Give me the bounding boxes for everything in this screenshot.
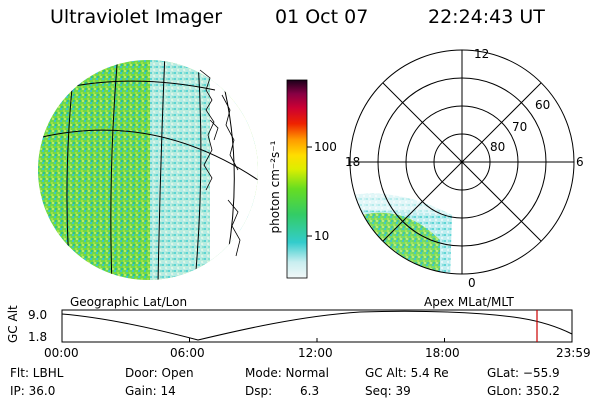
colorbar-tick-10: 10 — [314, 229, 330, 243]
altitude-axis-label: GC Alt — [6, 305, 20, 343]
observation-date: 01 Oct 07 — [275, 6, 369, 28]
lat-label-60: 60 — [535, 98, 551, 112]
mlt-label-6: 6 — [576, 155, 584, 169]
time-tick-0000: 00:00 — [44, 346, 79, 360]
mlt-label-18: 18 — [345, 155, 361, 169]
polar-plot — [349, 49, 575, 275]
gc-alt-info: GC Alt: 5.4 Re — [365, 366, 449, 380]
time-tick-1800: 18:00 — [425, 346, 460, 360]
glon-info: GLon: 350.2 — [487, 384, 560, 398]
ip-info: IP: 36.0 — [10, 384, 56, 398]
colorbar — [286, 79, 312, 279]
time-tick-2359: 23:59 — [556, 346, 591, 360]
mode-info: Mode: Normal — [245, 366, 329, 380]
lat-label-80: 80 — [490, 140, 506, 154]
altitude-tick-1-8: 1.8 — [28, 330, 48, 344]
apex-label: Apex MLat/MLT — [424, 295, 514, 309]
mlt-label-0: 0 — [468, 276, 476, 290]
mlt-label-12: 12 — [474, 47, 490, 61]
observation-time: 22:24:43 UT — [428, 6, 545, 28]
time-tick-0600: 06:00 — [170, 346, 205, 360]
altitude-tick-9: 9.0 — [28, 308, 48, 322]
geographic-label: Geographic Lat/Lon — [70, 295, 188, 309]
gain-info: Gain: 14 — [125, 384, 176, 398]
door-info: Door: Open — [125, 366, 194, 380]
colorbar-unit-label: photon cm⁻²s⁻¹ — [268, 140, 282, 234]
dsp-label: Dsp: — [245, 384, 273, 398]
lat-label-70: 70 — [512, 120, 528, 134]
altitude-plot — [61, 309, 573, 343]
colorbar-tick-100: 100 — [314, 140, 337, 154]
filter-info: Flt: LBHL — [10, 366, 64, 380]
seq-info: Seq: 39 — [365, 384, 411, 398]
instrument-title: Ultraviolet Imager — [50, 6, 223, 28]
geographic-map — [38, 60, 258, 280]
glat-info: GLat: −55.9 — [487, 366, 560, 380]
dsp-value: 6.3 — [300, 384, 320, 398]
time-tick-1200: 12:00 — [298, 346, 333, 360]
